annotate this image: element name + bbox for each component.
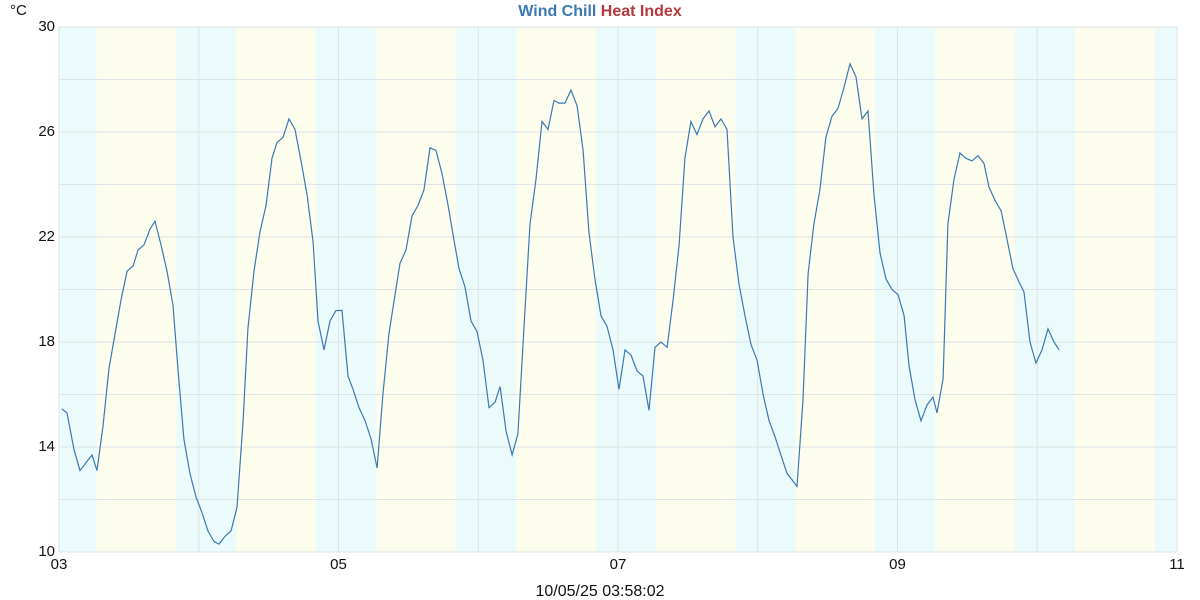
legend-entry: Wind Chill bbox=[518, 3, 596, 20]
x-tick-label: 11 bbox=[1169, 556, 1185, 573]
plot bbox=[61, 62, 1060, 545]
legend-entry: Heat Index bbox=[601, 3, 682, 20]
x-tick-label: 05 bbox=[330, 556, 347, 573]
y-tick-label: 18 bbox=[38, 333, 55, 350]
y-axis-label: °C bbox=[10, 2, 27, 19]
y-tick-label: 22 bbox=[38, 228, 55, 245]
x-tick-label: 09 bbox=[889, 556, 906, 573]
y-tick-label: 30 bbox=[38, 18, 55, 35]
x-tick-label: 07 bbox=[610, 556, 627, 573]
tick-labels: 10 14 18 22 26 30 03 05 07 09 11 bbox=[38, 18, 1184, 573]
series-line bbox=[61, 62, 1060, 545]
legend: Wind Chill Heat Index bbox=[518, 3, 682, 20]
x-tick-label: 03 bbox=[51, 556, 68, 573]
y-tick-label: 10 bbox=[38, 543, 55, 560]
grid bbox=[58, 26, 1178, 553]
timestamp: 10/05/25 03:58:02 bbox=[535, 583, 664, 600]
y-tick-label: 14 bbox=[38, 438, 55, 455]
y-tick-label: 26 bbox=[38, 123, 55, 140]
